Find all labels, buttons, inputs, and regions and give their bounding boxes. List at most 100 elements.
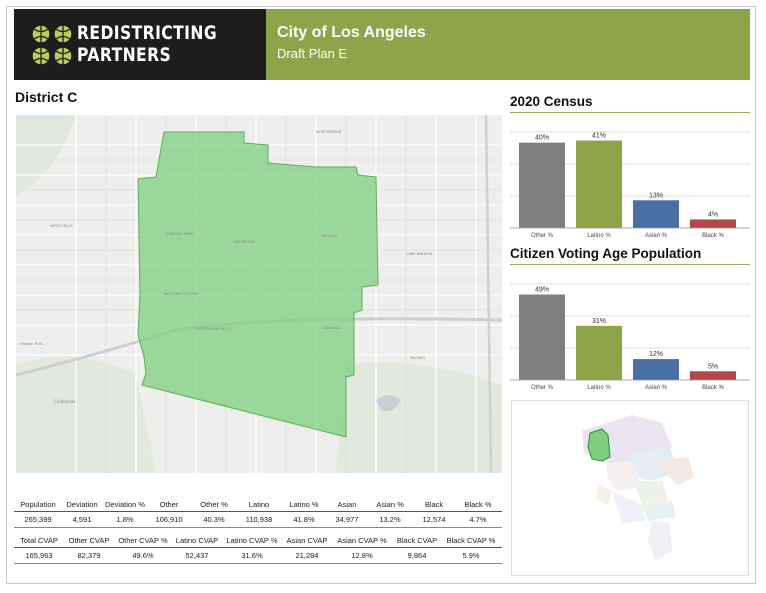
cvap-value: 49.6% (132, 551, 154, 560)
logo-line-1: REDISTRICTING (77, 22, 218, 44)
stats-header: Latino (248, 500, 270, 509)
stats-value: 4,591 (72, 515, 92, 524)
district-c-boundary[interactable] (137, 131, 379, 438)
cvap-bar-latino (576, 325, 622, 380)
map-label-hidden-hills: Hidden Hills (20, 341, 43, 346)
stats-header: Other (159, 500, 179, 509)
cvap-bar-asian (633, 359, 679, 380)
stats-value: 265,399 (24, 515, 52, 524)
district-c-highlight[interactable] (587, 428, 611, 462)
stats-header: Deviation % (104, 500, 146, 509)
cvap-data-label-black: 5% (708, 363, 718, 370)
cvap-value: 165,963 (25, 551, 53, 560)
map-label-warner-center: WARNER CENTER (164, 291, 197, 296)
census-bar-other (519, 142, 565, 228)
census-bar-black (690, 219, 736, 228)
stats-value: 41.8% (293, 515, 315, 524)
stats-value: 1.8% (116, 515, 134, 524)
census-bar-latino (576, 140, 622, 228)
census-data-label-asian: 13% (649, 192, 663, 199)
city-overview-map[interactable] (511, 400, 749, 576)
map-label-reseda: RESEDA (322, 233, 338, 238)
map-label-tarzana: TARZANA (321, 325, 340, 330)
population-stats-header-row: Population Deviation Deviation % Other O… (14, 500, 502, 512)
logo-wordmark: REDISTRICTING PARTNERS (77, 22, 217, 66)
logo: REDISTRICTING PARTNERS (14, 9, 266, 80)
cvap-bar-chart: 49% Other % 31% Latino % 12% Asian % 5% Black % (510, 283, 750, 391)
stats-value: 110,938 (245, 515, 273, 524)
cvap-value: 31.6% (241, 551, 263, 560)
census-category-label-latino: Latino % (587, 233, 611, 239)
census-chart-title: 2020 Census (510, 94, 593, 109)
cvap-header: Asian CVAP (286, 536, 328, 545)
cvap-category-label-black: Black % (702, 385, 724, 391)
stats-header: Deviation (66, 500, 98, 509)
map-label-encino: ENCINO (410, 355, 425, 360)
lake (376, 395, 401, 412)
cvap-value: 21,284 (295, 551, 319, 560)
census-category-label-asian: Asian % (645, 233, 668, 239)
logo-basketball-icons (31, 24, 73, 66)
stats-header: Asian % (376, 500, 404, 509)
cvap-value: 82,379 (77, 551, 101, 560)
stats-value: 12,574 (422, 515, 446, 524)
census-bar-chart: 40% Other % 41% Latino % 13% Asian % 4% Black % (510, 131, 750, 239)
stats-header: Population (20, 500, 56, 509)
stats-value: 13.2% (379, 515, 401, 524)
cvap-value: 12.8% (351, 551, 373, 560)
map-label-lake-balboa: LAKE BALBOA (406, 251, 433, 256)
census-data-label-latino: 41% (592, 133, 606, 140)
stats-header: Black % (464, 500, 492, 509)
stats-header: Other % (200, 500, 228, 509)
stats-value: 34,977 (335, 515, 359, 524)
cvap-chart-title: Citizen Voting Age Population (510, 246, 702, 261)
census-bar-asian (633, 200, 679, 228)
map-label-canoga-park: CANOGA PARK (166, 231, 194, 236)
cvap-bar-black (690, 371, 736, 380)
district-title: District C (15, 89, 78, 105)
population-stats-table: Population Deviation Deviation % Other O… (14, 500, 502, 528)
stats-header: Asian (337, 500, 357, 509)
cvap-category-label-latino: Latino % (587, 385, 611, 391)
cvap-title-rule (510, 264, 750, 265)
census-category-label-other: Other % (531, 233, 554, 239)
district-map-svg: NORTHRIDGE WEST HILLS CANOGA PARK WINNET… (16, 115, 502, 473)
map-label-west-hills: WEST HILLS (50, 223, 73, 228)
stats-header: Black (424, 500, 444, 509)
census-data-label-other: 40% (535, 135, 549, 142)
cvap-header: Latino CVAP (175, 536, 219, 545)
map-label-northridge: NORTHRIDGE (316, 129, 342, 134)
report-title: City of Los Angeles (277, 24, 426, 41)
title-banner: City of Los Angeles Draft Plan E (266, 9, 750, 80)
stats-value: 4.7% (469, 515, 487, 524)
stats-value: 40.3% (203, 515, 225, 524)
cvap-data-label-other: 49% (535, 286, 549, 293)
report-subtitle: Draft Plan E (277, 46, 348, 61)
map-label-calabasas: Calabasas (54, 399, 75, 404)
map-label-winnetka: WINNETKA (234, 239, 255, 244)
cvap-stats-table: Total CVAP Other CVAP Other CVAP % Latin… (14, 536, 502, 564)
cvap-header: Asian CVAP % (337, 536, 387, 545)
report-header: REDISTRICTING PARTNERS City of Los Angel… (14, 9, 750, 80)
cvap-data-label-asian: 12% (649, 351, 663, 358)
stats-header: Latino % (289, 500, 319, 509)
census-title-rule (510, 112, 750, 113)
map-label-woodland-hills: WOODLAND HILLS (196, 326, 232, 331)
stats-value: 106,910 (155, 515, 183, 524)
census-category-label-black: Black % (702, 233, 724, 239)
cvap-value: 52,437 (185, 551, 209, 560)
cvap-stats-header-row: Total CVAP Other CVAP Other CVAP % Latin… (14, 536, 502, 548)
cvap-header: Black CVAP % (446, 536, 496, 545)
cvap-data-label-latino: 31% (592, 318, 606, 325)
cvap-header: Black CVAP (396, 536, 438, 545)
cvap-header: Latino CVAP % (226, 536, 278, 545)
cvap-header: Other CVAP % (118, 536, 168, 545)
cvap-category-label-other: Other % (531, 385, 554, 391)
cvap-stats-value-row: 165,963 82,379 49.6% 52,437 31.6% 21,284… (14, 548, 502, 564)
cvap-value: 5.9% (462, 551, 480, 560)
cvap-category-label-asian: Asian % (645, 385, 668, 391)
cvap-bar-other (519, 294, 565, 380)
population-stats-value-row: 265,399 4,591 1.8% 106,910 40.3% 110,938… (14, 512, 502, 528)
district-map[interactable]: NORTHRIDGE WEST HILLS CANOGA PARK WINNET… (16, 115, 502, 473)
cvap-header: Total CVAP (20, 536, 58, 545)
